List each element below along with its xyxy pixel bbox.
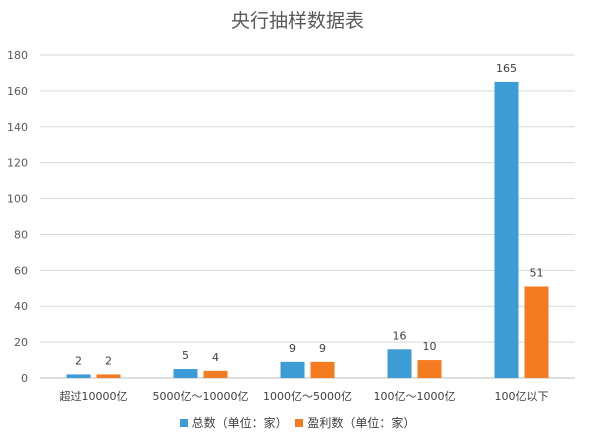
- data-label-s1-c3: 10: [423, 340, 437, 353]
- bar-s0-c0: [66, 374, 91, 378]
- data-label-s1-c1: 4: [212, 351, 219, 364]
- legend-item-total: 总数（单位：家）: [179, 414, 288, 431]
- bar-s1-c4: [524, 286, 549, 378]
- y-tick-label-120: 120: [7, 157, 28, 170]
- bar-s1-c1: [203, 370, 228, 378]
- y-tick-label-100: 100: [7, 193, 28, 206]
- data-label-s0-c1: 5: [182, 349, 189, 362]
- y-tick-label-140: 140: [7, 121, 28, 134]
- data-label-s0-c4: 165: [496, 62, 517, 75]
- legend-item-profit: 盈利数（单位：家）: [295, 414, 415, 431]
- x-category-label-3: 100亿～1000亿: [374, 390, 456, 403]
- y-tick-label-80: 80: [14, 228, 28, 241]
- x-category-label-4: 100亿以下: [495, 390, 549, 403]
- bar-s0-c4: [494, 81, 519, 379]
- legend: 总数（单位：家） 盈利数（单位：家）: [0, 414, 595, 431]
- legend-swatch-profit: [295, 418, 304, 427]
- bar-s0-c3: [387, 349, 412, 378]
- y-tick-label-60: 60: [14, 264, 28, 277]
- bar-s1-c3: [417, 360, 442, 378]
- y-tick-label-40: 40: [14, 300, 28, 313]
- data-label-s1-c2: 9: [319, 342, 326, 355]
- legend-swatch-total: [179, 418, 188, 427]
- data-label-s1-c0: 2: [105, 354, 112, 367]
- data-label-s0-c3: 16: [393, 329, 407, 342]
- y-tick-label-20: 20: [14, 336, 28, 349]
- data-label-s0-c0: 2: [75, 354, 82, 367]
- bar-s0-c2: [280, 361, 305, 378]
- x-category-label-1: 5000亿～10000亿: [153, 390, 249, 403]
- legend-label-profit: 盈利数（单位：家）: [307, 416, 416, 430]
- y-tick-label-0: 0: [21, 372, 28, 385]
- bar-s1-c2: [310, 361, 335, 378]
- data-label-s0-c2: 9: [289, 342, 296, 355]
- y-tick-label-180: 180: [7, 49, 28, 62]
- chart-title: 央行抽样数据表: [230, 10, 364, 32]
- x-category-label-0: 超过10000亿: [60, 389, 128, 403]
- bar-s0-c1: [173, 369, 198, 378]
- bar-s1-c0: [96, 374, 121, 378]
- data-label-s1-c4: 51: [530, 266, 544, 279]
- legend-label-total: 总数（单位：家）: [191, 416, 288, 430]
- x-category-label-2: 1000亿～5000亿: [263, 390, 352, 403]
- y-tick-label-160: 160: [7, 85, 28, 98]
